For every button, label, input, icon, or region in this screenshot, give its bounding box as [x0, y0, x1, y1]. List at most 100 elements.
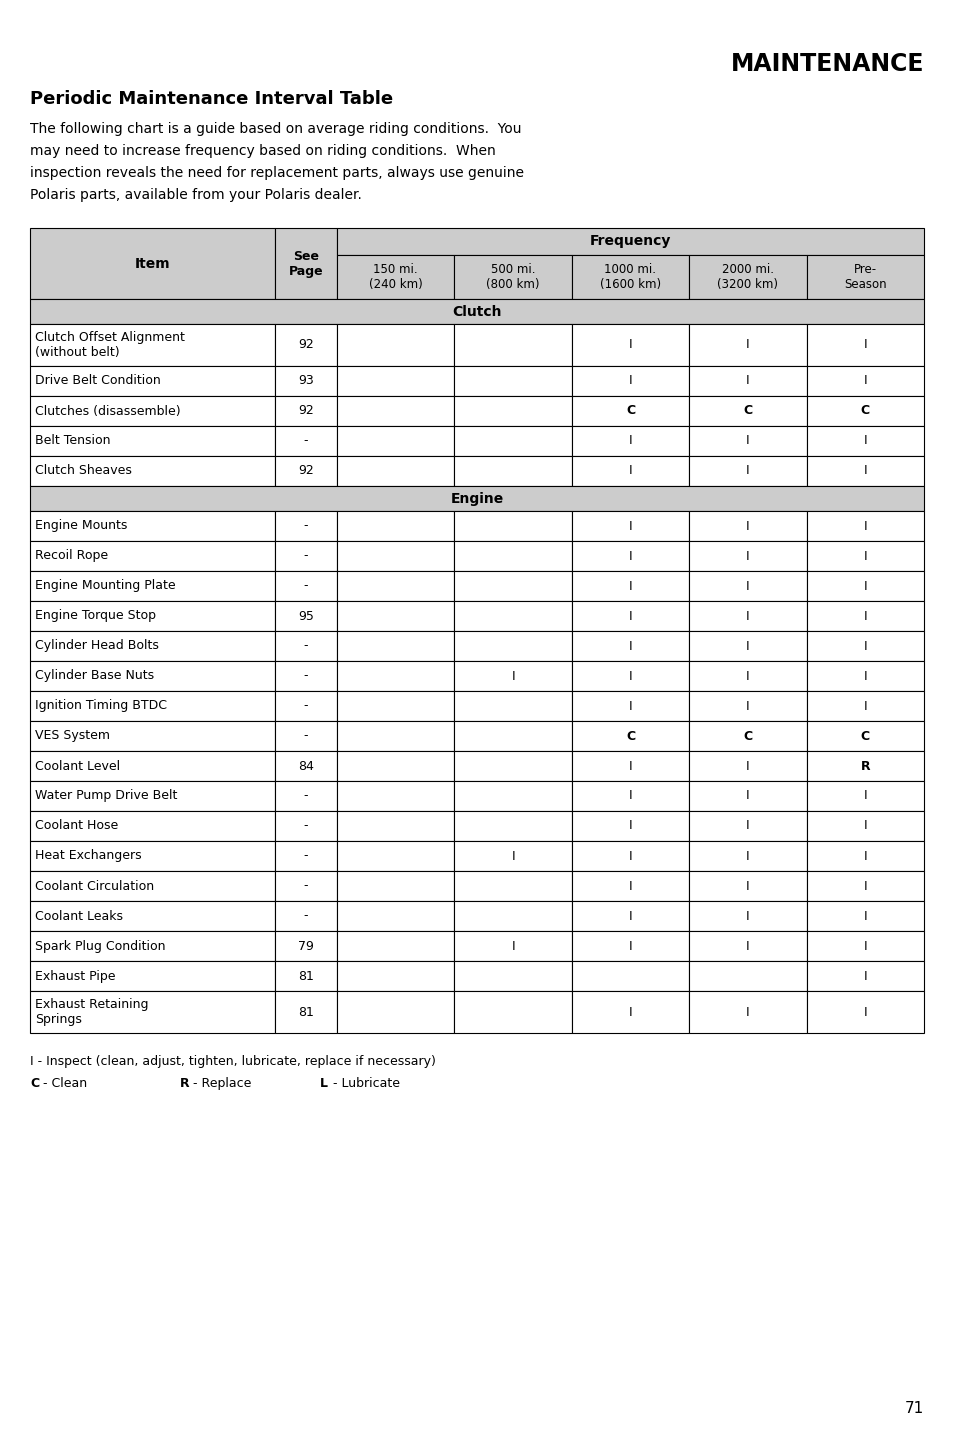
Bar	[274, 691, 336, 721]
Bar	[336, 691, 454, 721]
Text: VES System: VES System	[35, 730, 110, 743]
Bar	[571, 752, 688, 781]
Bar	[336, 426, 454, 457]
Bar	[454, 752, 571, 781]
Bar	[805, 840, 923, 871]
Bar	[30, 300, 923, 324]
Bar	[30, 426, 274, 457]
Bar	[688, 840, 805, 871]
Text: I: I	[628, 790, 632, 803]
Bar	[571, 721, 688, 752]
Text: I: I	[862, 699, 866, 712]
Text: Heat Exchangers: Heat Exchangers	[35, 849, 141, 862]
Bar	[454, 631, 571, 662]
Text: I: I	[862, 435, 866, 448]
Bar	[336, 366, 454, 395]
Text: R: R	[860, 759, 869, 772]
Bar	[688, 631, 805, 662]
Text: 81: 81	[297, 970, 314, 983]
Text: -: -	[303, 669, 308, 682]
Bar	[805, 541, 923, 571]
Text: Drive Belt Condition: Drive Belt Condition	[35, 375, 161, 388]
Bar	[688, 811, 805, 840]
Text: MAINTENANCE: MAINTENANCE	[730, 52, 923, 76]
Bar	[30, 840, 274, 871]
Bar	[30, 395, 274, 426]
Text: Clutches (disassemble): Clutches (disassemble)	[35, 404, 180, 417]
Text: I: I	[745, 910, 749, 922]
Bar	[274, 721, 336, 752]
Bar	[571, 254, 688, 300]
Text: I: I	[628, 669, 632, 682]
Text: 500 mi.
(800 km): 500 mi. (800 km)	[486, 263, 539, 291]
Bar	[454, 324, 571, 366]
Bar	[571, 781, 688, 811]
Bar	[454, 395, 571, 426]
Text: I: I	[628, 910, 632, 922]
Bar	[30, 541, 274, 571]
Bar	[805, 662, 923, 691]
Text: I: I	[862, 849, 866, 862]
Text: I: I	[745, 435, 749, 448]
Bar	[571, 961, 688, 992]
Text: Clutch Offset Alignment
(without belt): Clutch Offset Alignment (without belt)	[35, 332, 185, 359]
Text: - Replace: - Replace	[189, 1077, 251, 1090]
Bar	[336, 961, 454, 992]
Bar	[274, 426, 336, 457]
Text: 1000 mi.
(1600 km): 1000 mi. (1600 km)	[599, 263, 660, 291]
Bar	[336, 510, 454, 541]
Bar	[30, 691, 274, 721]
Bar	[571, 395, 688, 426]
Bar	[336, 541, 454, 571]
Text: -: -	[303, 435, 308, 448]
Text: I: I	[745, 759, 749, 772]
Text: Coolant Circulation: Coolant Circulation	[35, 880, 154, 893]
Bar	[336, 324, 454, 366]
Text: C: C	[742, 404, 752, 417]
Bar	[274, 781, 336, 811]
Bar	[454, 901, 571, 931]
Text: -: -	[303, 790, 308, 803]
Text: I: I	[862, 910, 866, 922]
Bar	[454, 840, 571, 871]
Bar	[805, 691, 923, 721]
Bar	[30, 992, 274, 1032]
Bar	[454, 366, 571, 395]
Bar	[454, 781, 571, 811]
Text: 95: 95	[297, 609, 314, 622]
Bar	[805, 752, 923, 781]
Bar	[454, 541, 571, 571]
Bar	[454, 254, 571, 300]
Text: -: -	[303, 910, 308, 922]
Text: I: I	[862, 669, 866, 682]
Text: 150 mi.
(240 km): 150 mi. (240 km)	[369, 263, 422, 291]
Bar	[805, 931, 923, 961]
Text: R: R	[180, 1077, 190, 1090]
Text: Spark Plug Condition: Spark Plug Condition	[35, 939, 165, 952]
Bar	[454, 721, 571, 752]
Bar	[571, 992, 688, 1032]
Text: I: I	[862, 339, 866, 352]
Text: 92: 92	[297, 464, 314, 477]
Text: I: I	[862, 580, 866, 592]
Text: -: -	[303, 519, 308, 532]
Text: I: I	[511, 939, 515, 952]
Text: I: I	[628, 375, 632, 388]
Text: 92: 92	[297, 404, 314, 417]
Bar	[688, 992, 805, 1032]
Text: I: I	[628, 880, 632, 893]
Bar	[805, 571, 923, 601]
Bar	[30, 811, 274, 840]
Bar	[30, 486, 923, 510]
Text: I: I	[628, 550, 632, 563]
Text: I: I	[745, 640, 749, 653]
Bar	[571, 601, 688, 631]
Bar	[336, 631, 454, 662]
Bar	[274, 457, 336, 486]
Bar	[805, 721, 923, 752]
Bar	[571, 324, 688, 366]
Bar	[336, 228, 923, 254]
Text: I: I	[628, 519, 632, 532]
Text: Engine: Engine	[450, 491, 503, 506]
Bar	[30, 662, 274, 691]
